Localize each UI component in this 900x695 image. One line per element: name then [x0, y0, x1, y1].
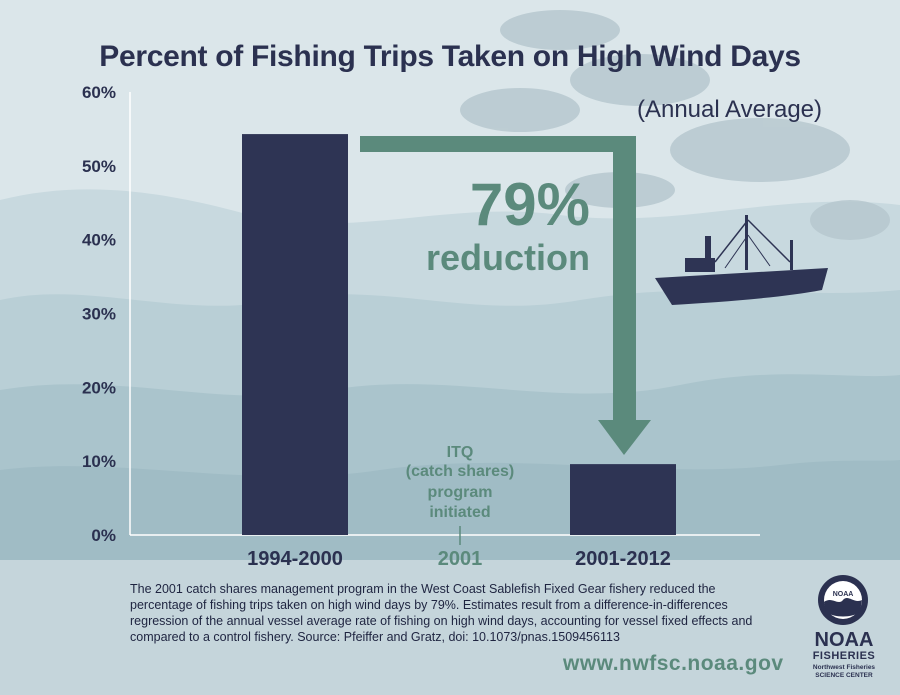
itq-annotation: ITQ (catch shares) program initiated: [406, 444, 515, 521]
y-tick-label: 10%: [82, 452, 116, 471]
caption: The 2001 catch shares management program…: [130, 582, 753, 644]
x-tick-label: 1994-2000: [247, 548, 343, 570]
logo-noaa: NOAA: [814, 629, 874, 651]
itq-year-label: 2001: [438, 548, 483, 570]
y-tick-label: 0%: [91, 526, 116, 545]
reduction-value: 79%: [470, 171, 590, 238]
wind-clouds: [460, 10, 890, 240]
y-tick-label: 40%: [82, 231, 116, 250]
noaa-seal-text: NOAA: [833, 591, 854, 598]
noaa-seal-icon: NOAA: [818, 575, 868, 625]
itq-line: (catch shares): [406, 463, 515, 480]
y-tick-label: 20%: [82, 378, 116, 397]
x-tick-label: 2001-2012: [575, 548, 671, 570]
website-link[interactable]: www.nwfsc.noaa.gov: [563, 652, 784, 675]
itq-line: ITQ: [447, 444, 474, 461]
chart-title: Percent of Fishing Trips Taken on High W…: [99, 40, 801, 73]
fishing-boat-icon: [655, 215, 828, 305]
logo-fisheries: FISHERIES: [812, 650, 876, 662]
itq-line: initiated: [429, 504, 490, 521]
reduction-arrow: [360, 136, 651, 455]
chart-subtitle: (Annual Average): [636, 96, 822, 123]
reduction-label: reduction: [426, 237, 590, 278]
noaa-fisheries-logo: NOAA FISHERIES Northwest Fisheries SCIEN…: [798, 630, 890, 680]
bar: [570, 464, 676, 535]
y-tick-label: 30%: [82, 305, 116, 324]
itq-line: program: [428, 484, 493, 501]
y-axis: 0% 10% 20% 30% 40% 50% 60%: [82, 83, 116, 545]
logo-science-center: Northwest Fisheries SCIENCE CENTER: [812, 664, 876, 679]
y-tick-label: 60%: [82, 83, 116, 102]
y-tick-label: 50%: [82, 157, 116, 176]
bar: [242, 134, 348, 535]
